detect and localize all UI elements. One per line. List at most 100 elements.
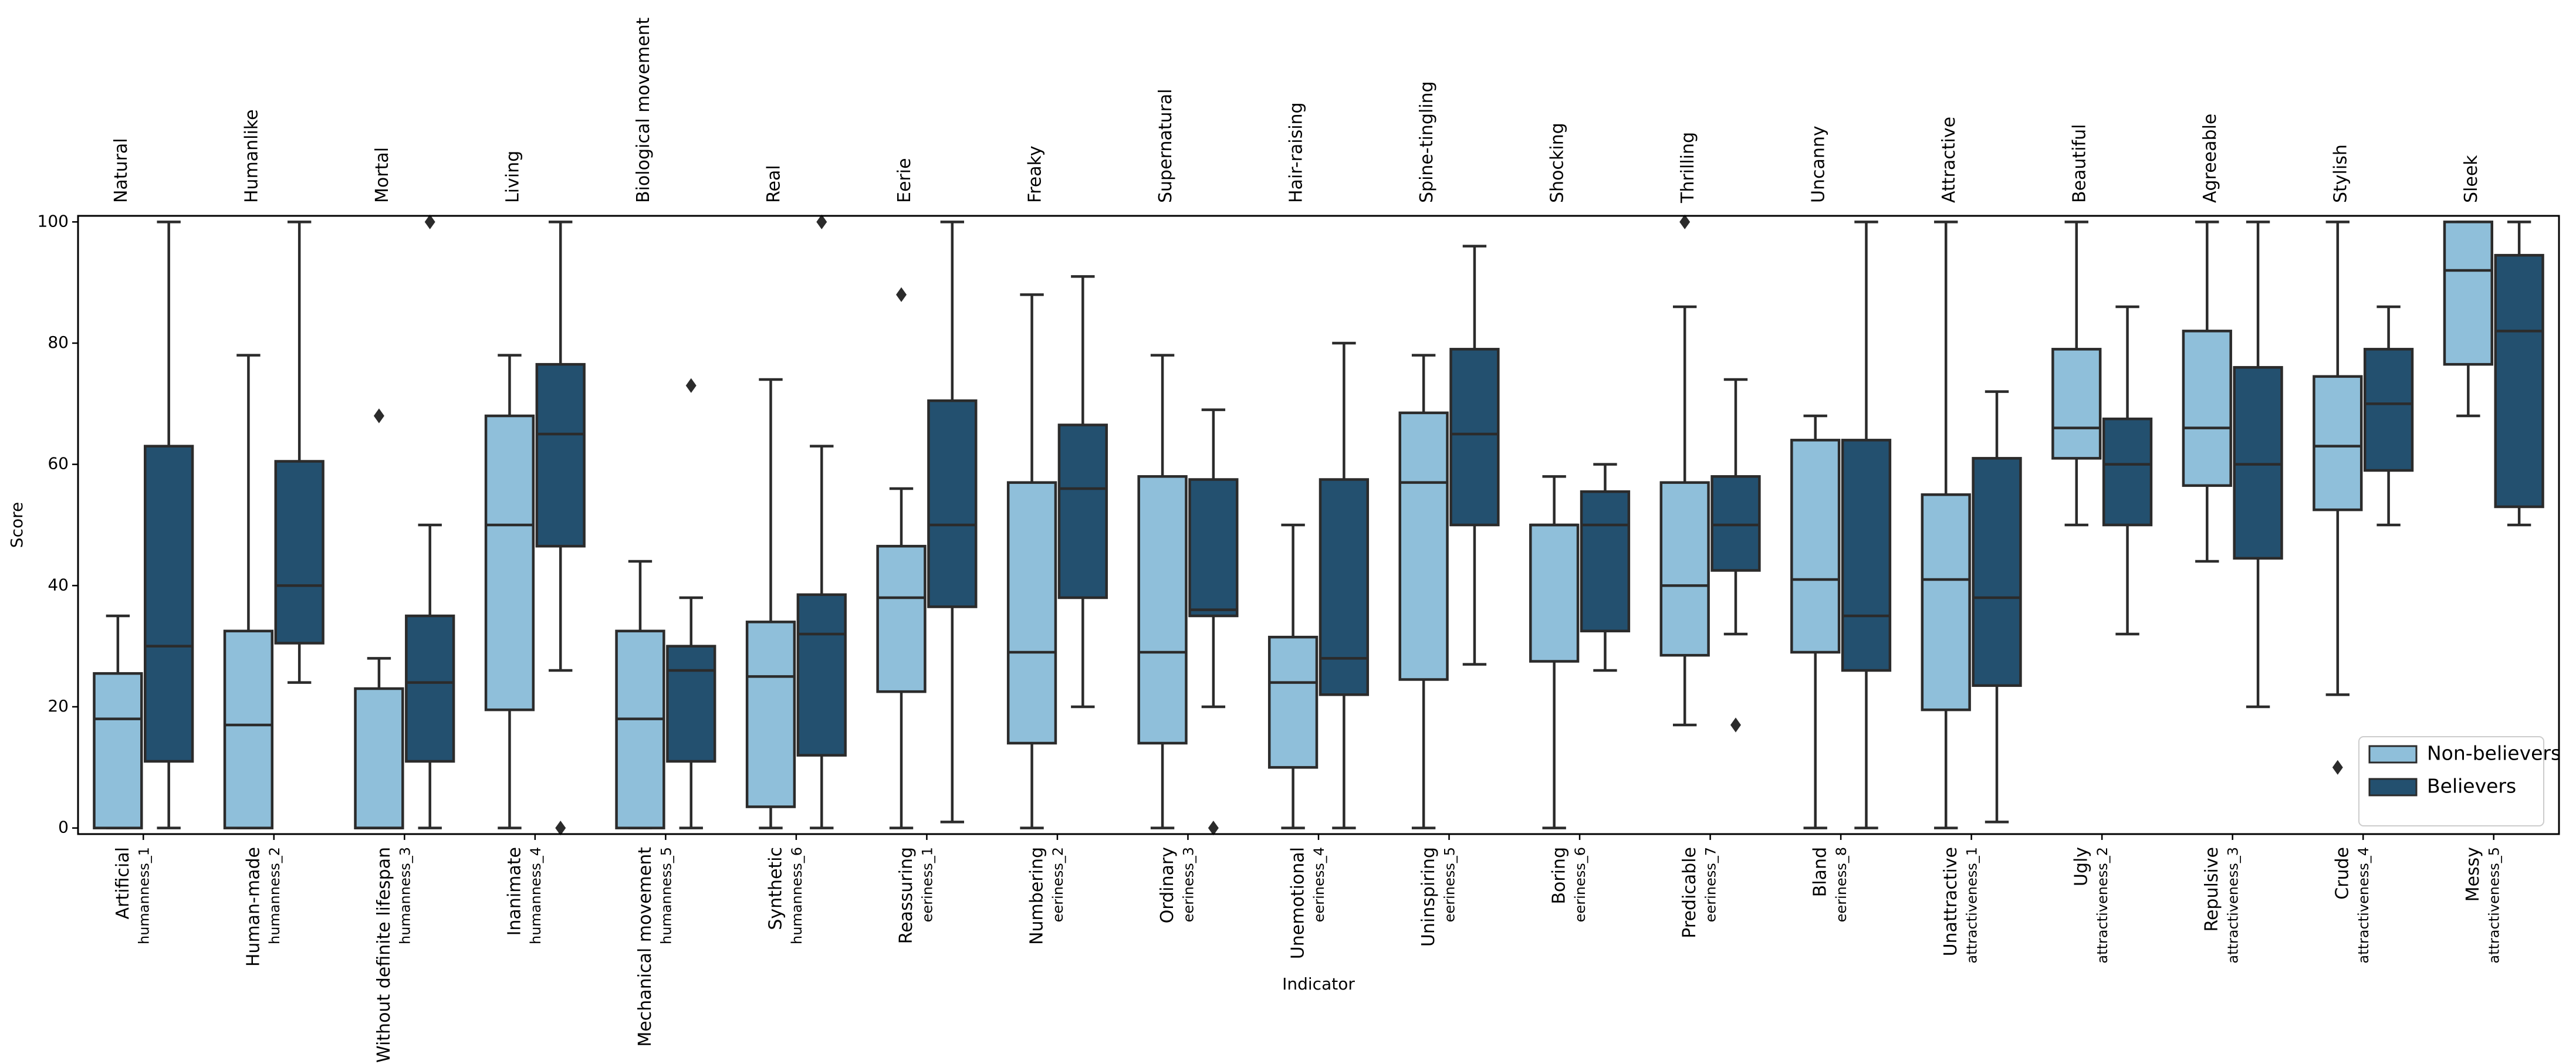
x-tick-sublabel: eeriness_5 [1442,847,1458,922]
box [484,414,535,711]
outlier [424,214,435,229]
y-tick-label: 100 [38,211,69,231]
x-tick-label: Predicable [1679,847,1700,938]
outlier [373,408,384,423]
x-tick-label: Messy [2463,847,2483,902]
legend-label: Non-believers [2427,742,2561,765]
x-tick-sublabel: attractiveness_3 [2225,847,2242,964]
box [1841,439,1892,672]
y-tick-label: 20 [48,696,69,716]
top-tick-label: Attractive [1939,117,1959,203]
x-tick-sublabel: attractiveness_2 [2094,847,2111,964]
x-tick-label: Ugly [2071,847,2092,886]
box [354,687,404,829]
x-tick-sublabel: humanness_5 [658,847,674,944]
x-tick-label: Human-made [243,847,263,967]
box [1267,635,1319,769]
x-tick-sublabel: eeriness_1 [919,847,935,922]
outlier [1208,821,1219,836]
x-tick-sublabel: humanness_1 [136,847,152,944]
x-tick-sublabel: humanness_3 [397,847,413,944]
x-tick-label: Unemotional [1288,847,1309,959]
top-tick-label: Hair-raising [1286,102,1307,203]
box [2233,366,2283,560]
outlier [896,287,907,302]
x-tick-label: Unattractive [1941,847,1961,956]
y-tick-label: 0 [58,818,69,837]
box [1006,481,1057,745]
top-tick-label: Agreeable [2200,114,2220,203]
box [1188,478,1239,618]
top-tick-label: Eerie [894,158,915,203]
box [1710,475,1761,572]
x-tick-label: Uninspiring [1418,847,1439,947]
box [1319,478,1370,696]
box [1137,475,1188,745]
x-tick-label: Artificial [113,847,133,919]
box [1449,348,1500,527]
box [223,629,274,829]
box [2182,330,2232,487]
box [1790,439,1841,654]
box [405,614,455,763]
x-tick-label: Without definite lifespan [374,847,394,1063]
box [745,621,796,808]
top-tick-label: Spine-tingling [1417,81,1437,203]
y-tick-label: 80 [48,333,69,352]
top-tick-label: Real [763,165,784,203]
top-tick-label: Freaky [1025,145,1045,203]
outlier [816,214,827,229]
box [1659,481,1710,657]
x-tick-label: Bland [1810,847,1831,897]
top-tick-label: Beautiful [2070,124,2090,203]
x-tick-label: Reassuring [896,847,917,944]
top-tick-label: Sleek [2461,155,2482,203]
outlier [1730,717,1741,733]
x-axis-label: Indicator [1282,974,1355,994]
top-tick-label: Thrilling [1678,132,1698,204]
x-tick-label: Inanimate [504,847,525,936]
box [2443,221,2493,366]
y-tick-label: 40 [48,575,69,594]
x-tick-sublabel: eeriness_2 [1050,847,1066,922]
x-tick-label: Boring [1549,847,1570,904]
box [666,645,716,763]
x-tick-sublabel: attractiveness_1 [1964,847,1980,964]
x-tick-sublabel: eeriness_6 [1572,847,1588,922]
top-tick-label: Mortal [372,147,393,203]
box [615,629,665,829]
x-tick-sublabel: eeriness_4 [1311,847,1327,922]
legend-swatch [2368,778,2418,797]
box [1057,423,1108,599]
top-tick-label: Humanlike [241,109,262,203]
x-tick-sublabel: attractiveness_4 [2355,847,2372,964]
box [2494,253,2544,509]
x-tick-label: Repulsive [2202,847,2222,932]
x-tick-sublabel: humanness_6 [789,847,805,944]
y-tick-label: 60 [48,454,69,473]
box [1972,457,2022,687]
box [144,445,194,763]
box [1529,523,1580,663]
box [535,362,586,548]
outlier [1679,214,1691,229]
x-tick-sublabel: eeriness_3 [1180,847,1196,922]
box [2363,348,2414,472]
top-tick-label: Stylish [2331,144,2351,203]
x-tick-label: Synthetic [765,847,786,930]
x-tick-sublabel: eeriness_7 [1703,847,1719,922]
box [2102,417,2153,527]
x-tick-label: Crude [2332,847,2353,900]
box [876,544,927,693]
outlier [685,378,697,393]
legend-label: Believers [2427,775,2516,798]
box [796,593,847,757]
box [274,460,324,645]
x-tick-label: Mechanical movement [635,847,655,1047]
x-tick-sublabel: humanness_4 [528,847,544,944]
top-tick-label: Natural [111,138,131,203]
outlier [555,821,566,836]
top-tick-label: Living [502,151,523,203]
